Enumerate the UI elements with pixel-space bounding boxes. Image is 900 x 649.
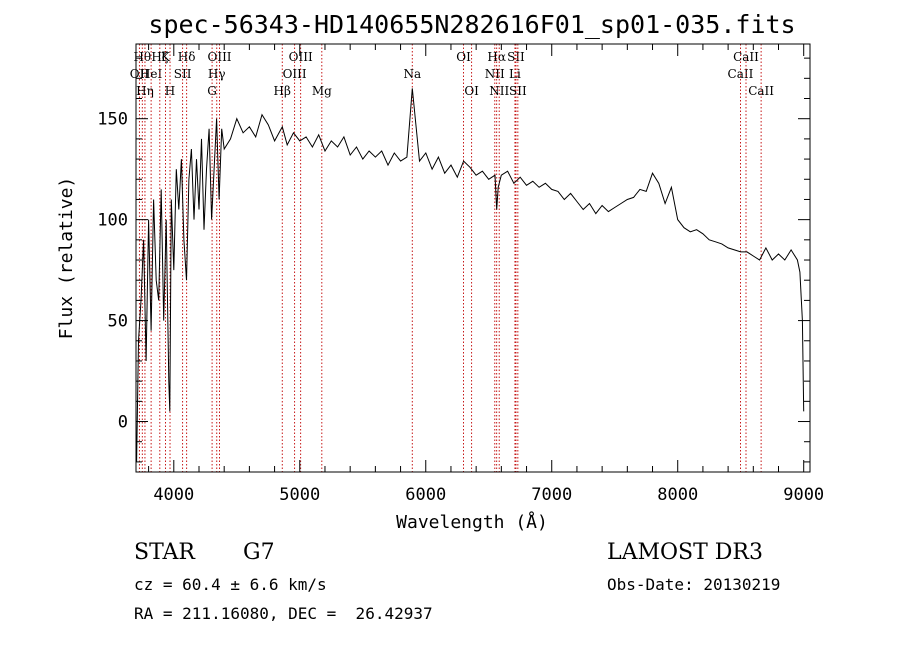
line-marker-label-1: Hθ <box>133 50 151 64</box>
line-marker-label-20: Hα <box>487 50 506 64</box>
line-marker-label-21: NII <box>489 84 509 98</box>
observation-date: Obs-Date: 20130219 <box>607 575 781 594</box>
line-marker-label-27: CaII <box>748 84 774 98</box>
plot-frame <box>135 43 811 473</box>
redshift-velocity: cz = 60.4 ± 6.6 km/s <box>134 575 327 594</box>
flux-series-line <box>136 88 805 462</box>
line-marker-label-3: HeI <box>140 67 163 81</box>
line-marker-label-8: Hδ <box>178 50 196 64</box>
coordinates: RA = 211.16080, DEC = 26.42937 <box>134 604 433 623</box>
y-tick-label-100: 100 <box>97 211 128 231</box>
line-marker-label-17: OI <box>456 50 471 64</box>
x-tick-label-8000: 8000 <box>657 485 698 505</box>
object-subclass: G7 <box>243 540 275 565</box>
axis-ticks: 4000 5000 6000 7000 8000 9000 0 50 100 150 <box>97 44 824 505</box>
line-marker-label-10: Hγ <box>208 67 226 81</box>
x-axis-label: Wavelength (Å) <box>396 511 548 533</box>
x-tick-label-7000: 7000 <box>531 485 572 505</box>
line-marker-label-22: Li <box>509 67 521 81</box>
x-tick-label-9000: 9000 <box>783 485 824 505</box>
x-tick-label-6000: 6000 <box>405 485 446 505</box>
x-tick-label-5000: 5000 <box>279 485 320 505</box>
line-marker-label-15: Mg <box>312 84 332 98</box>
y-tick-label-0: 0 <box>118 413 128 433</box>
survey-name: LAMOST DR3 <box>607 540 763 565</box>
line-marker-label-0: OII <box>130 67 150 81</box>
line-marker-label-12: Hβ <box>274 84 291 98</box>
line-marker-label-24: SII <box>509 84 527 98</box>
chart-title: spec-56343-HD140655N282616F01_sp01-035.f… <box>148 10 795 39</box>
x-tick-label-4000: 4000 <box>153 485 194 505</box>
line-marker-label-16: Na <box>403 67 421 81</box>
line-marker-label-26: CaII <box>733 50 759 64</box>
object-class: STAR <box>134 540 195 565</box>
line-marker-label-18: OI <box>464 84 479 98</box>
line-markers: OII Hθ Hη HeI HζK H SII Hδ G Hγ OIII Hβ OIII OIII Mg Na… <box>130 44 774 472</box>
line-marker-label-25: CaII <box>728 67 754 81</box>
line-marker-label-6: H <box>165 84 175 98</box>
line-marker-label-2: Hη <box>136 84 154 98</box>
y-axis-label: Flux (relative) <box>56 177 77 340</box>
line-marker-label-7: SII <box>174 67 192 81</box>
line-marker-label-13: OIII <box>283 67 307 81</box>
line-marker-label-11: OIII <box>207 50 231 64</box>
y-tick-label-150: 150 <box>97 110 128 130</box>
y-tick-label-50: 50 <box>108 312 128 332</box>
line-marker-label-14: OIII <box>289 50 313 64</box>
line-marker-label-4: Hζ <box>151 50 168 64</box>
line-marker-label-5: K <box>161 50 171 64</box>
line-marker-label-19: NII <box>485 67 505 81</box>
line-marker-label-23: SII <box>507 50 525 64</box>
line-marker-label-9: G <box>207 84 217 98</box>
